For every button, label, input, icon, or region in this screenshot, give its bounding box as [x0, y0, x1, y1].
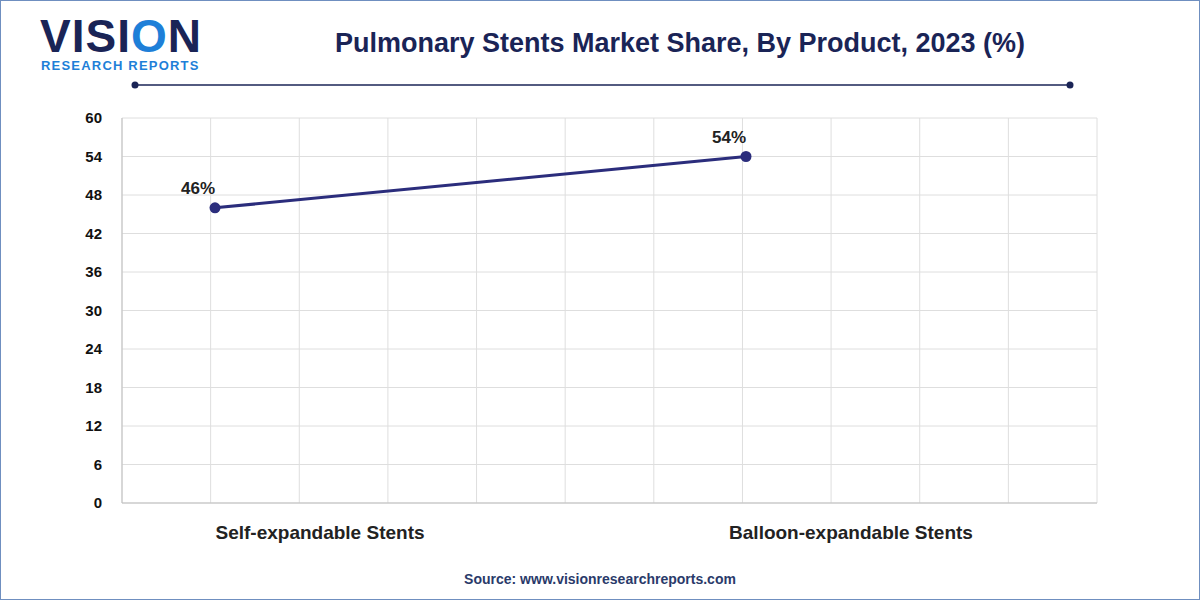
- y-tick-label: 48: [85, 186, 102, 203]
- y-tick-label: 12: [85, 417, 102, 434]
- x-tick-label: Balloon-expandable Stents: [729, 522, 973, 543]
- chart-svg: VISIONRESEARCH REPORTS Pulmonary Stents M…: [0, 0, 1200, 600]
- y-tick-label: 54: [85, 148, 102, 165]
- y-tick-label: 24: [85, 340, 102, 357]
- x-tick-label: Self-expandable Stents: [215, 522, 424, 543]
- point-marker: [210, 202, 221, 213]
- y-grid-line: [122, 464, 1097, 465]
- logo-part: O: [131, 10, 168, 62]
- y-grid-line: [122, 195, 1097, 196]
- logo-tagline: RESEARCH REPORTS: [41, 58, 200, 73]
- data-label: 46%: [181, 179, 215, 198]
- y-grid-line: [122, 426, 1097, 427]
- y-tick-label: 0: [94, 494, 102, 511]
- chart-container: VISIONRESEARCH REPORTS Pulmonary Stents M…: [0, 0, 1200, 600]
- point-marker: [741, 151, 752, 162]
- y-tick-label: 6: [94, 456, 102, 473]
- grid: [122, 118, 1097, 503]
- x-axis-line: [122, 503, 1097, 504]
- y-grid-line: [122, 233, 1097, 234]
- y-tick-label: 60: [85, 109, 102, 126]
- title-rule: [135, 84, 1070, 86]
- y-axis-line: [122, 118, 123, 503]
- v-grid-line: [122, 118, 123, 503]
- y-grid-line: [122, 156, 1097, 157]
- y-grid-line: [122, 503, 1097, 504]
- data-label: 54%: [712, 128, 746, 147]
- y-grid-line: [122, 118, 1097, 119]
- y-grid-line: [122, 272, 1097, 273]
- y-tick-label: 36: [85, 263, 102, 280]
- page-border: [1, 1, 1200, 600]
- y-tick-label: 42: [85, 225, 102, 242]
- data-group: [210, 151, 752, 213]
- y-grid-line: [122, 310, 1097, 311]
- logo-part: VISI: [40, 10, 131, 62]
- y-grid-line: [122, 349, 1097, 350]
- y-grid-line: [122, 387, 1097, 388]
- logo-text: VISION: [40, 10, 202, 62]
- logo-part: N: [168, 10, 202, 62]
- source-note: Source: www.visionresearchreports.com: [464, 571, 736, 587]
- title-rule-dot: [1067, 82, 1074, 89]
- title-rule-dot: [132, 82, 139, 89]
- chart-title: Pulmonary Stents Market Share, By Produc…: [335, 28, 1025, 58]
- y-tick-label: 30: [85, 302, 102, 319]
- y-tick-label: 18: [85, 379, 102, 396]
- series-line: [215, 157, 746, 208]
